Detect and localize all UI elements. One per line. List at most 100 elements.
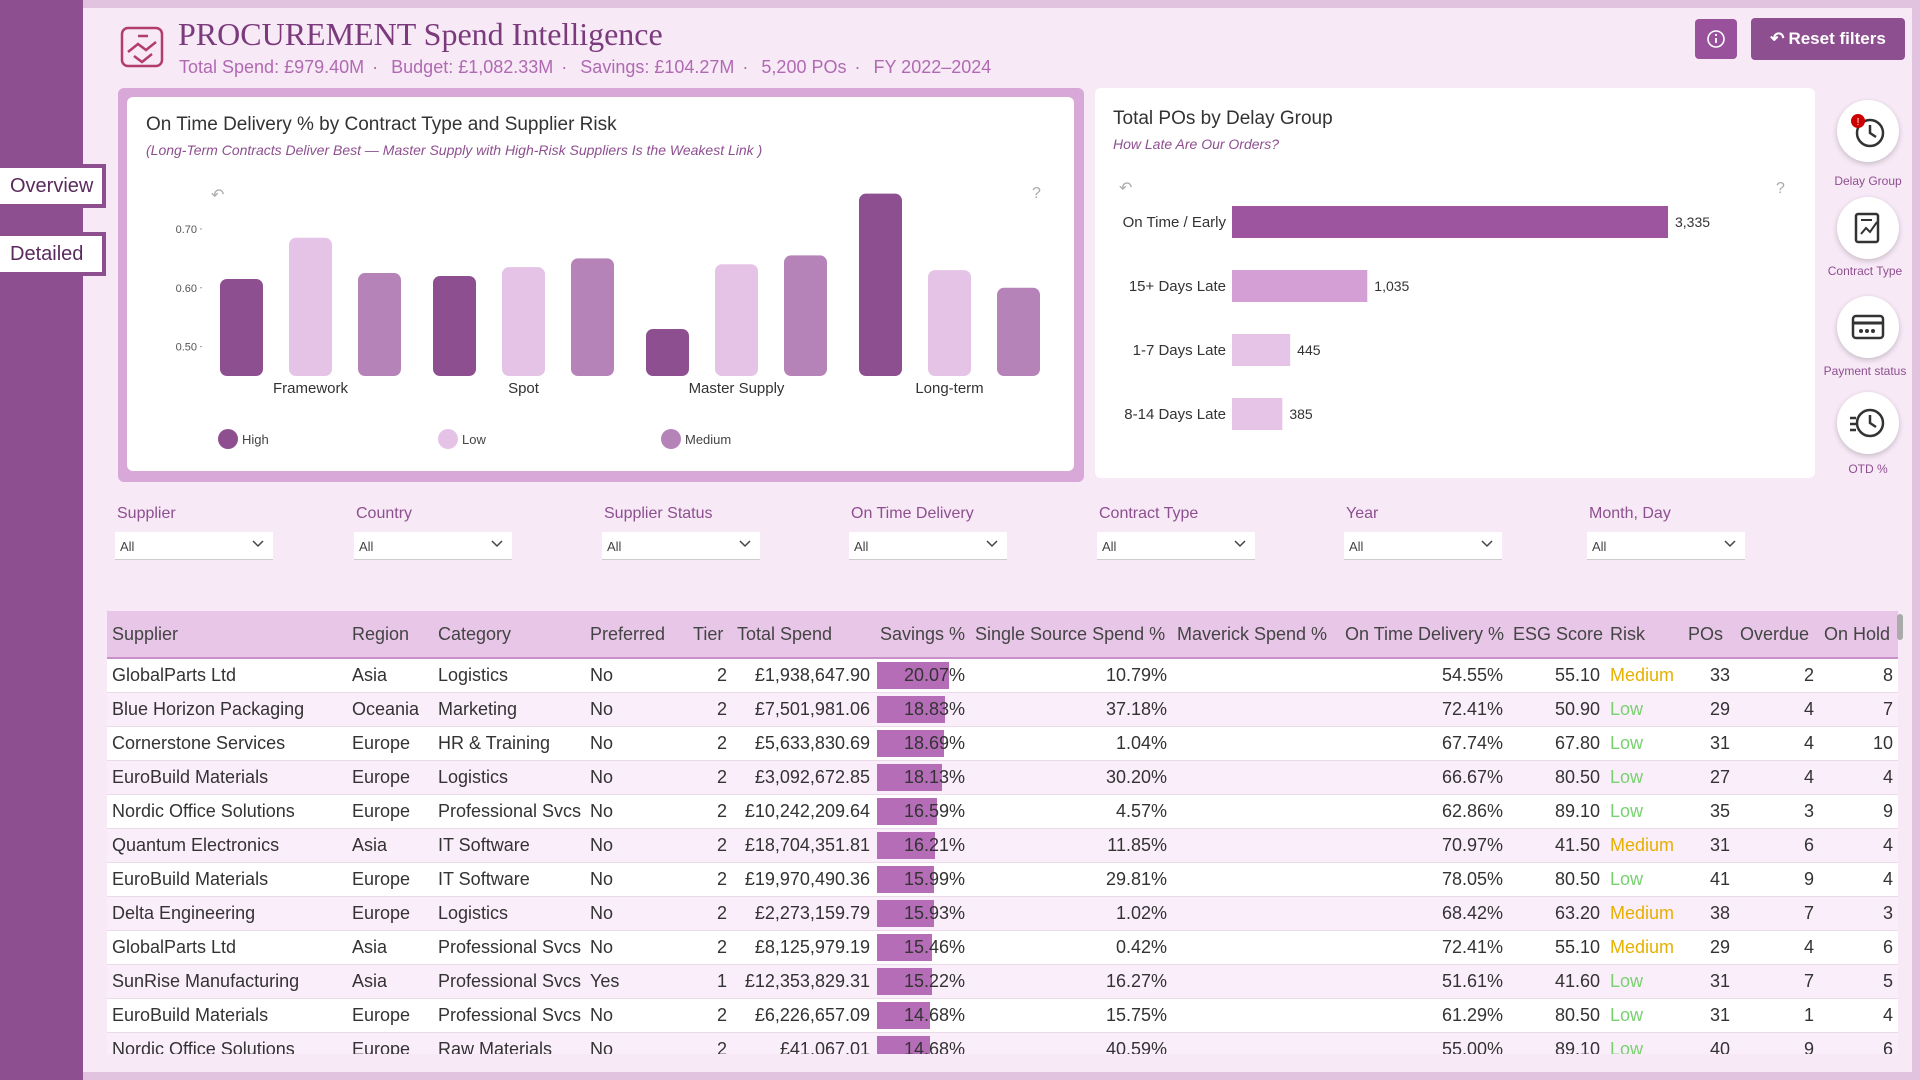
table-cell [1172,998,1340,1033]
table-cell [1172,828,1340,863]
table-cell: Professional Svcs [433,930,585,965]
bar-medium-framework [358,273,401,376]
table-row[interactable]: EuroBuild Materials Europe Professional Sv… [107,998,1898,1033]
rail-label-payment-status: Payment status [1823,364,1907,378]
table-row[interactable]: Blue Horizon Packaging Oceania Marketing No… [107,692,1898,727]
legend-label-high: High [242,432,269,447]
table-row[interactable]: EuroBuild Materials Europe Logistics No 2 £3,… [107,760,1898,795]
column-header-overdue[interactable]: Overdue [1735,611,1819,659]
table-cell: Asia [347,964,433,999]
bar-low-long-term [928,270,971,376]
drill-up-icon[interactable]: ↶ [1119,180,1133,197]
info-button[interactable] [1695,19,1737,59]
table-cell: 2 [1735,658,1819,693]
table-cell: 89.10 [1508,1032,1605,1054]
table-row[interactable]: GlobalParts Ltd Asia Professional Svcs No 2 £… [107,930,1898,965]
delay-bar-chart: On Time / Early 3,335 15+ Days Late 1,035 1-… [1123,206,1710,430]
table-cell: 2 [688,998,732,1033]
savings-bar [877,729,944,757]
table-row[interactable]: Nordic Office Solutions Europe Raw Materia… [107,1032,1898,1054]
undo-arrow-icon: ↶ [1770,29,1785,48]
bar-low-spot [502,267,545,376]
payment-card-icon[interactable] [1837,296,1899,358]
column-header-region[interactable]: Region [347,611,433,659]
table-row[interactable]: Delta Engineering Europe Logistics No 2 £2,27… [107,896,1898,931]
page-title: PROCUREMENT Spend Intelligence [178,16,663,52]
column-header-tier[interactable]: Tier [688,611,732,659]
table-row[interactable]: EuroBuild Materials Europe IT Software No 2 £… [107,862,1898,897]
table-row[interactable]: Nordic Office Solutions Europe Professiona… [107,794,1898,829]
slicer-on-time-delivery[interactable]: All [849,532,1007,560]
table-cell: 1.02% [970,896,1172,931]
slicer-supplier[interactable]: All [115,532,273,560]
column-header-total-spend[interactable]: Total Spend [732,611,875,659]
nav-detailed-button[interactable]: Detailed [0,232,106,276]
bar-high-long-term [859,193,902,376]
table-cell: No [585,760,688,795]
table-cell: Cornerstone Services [107,726,347,761]
table-scrollbar[interactable] [1897,614,1903,640]
savings-value: 15.46% [903,936,965,957]
bar-15-days-late [1232,270,1368,302]
contract-icon[interactable] [1837,197,1899,259]
column-header-on-hold[interactable]: On Hold [1819,611,1898,659]
slicer-supplier-status[interactable]: All [602,532,760,560]
table-row[interactable]: Quantum Electronics Asia IT Software No 2 £18… [107,828,1898,863]
table-cell: 35 [1683,794,1735,829]
bar-1-7-days-late [1232,334,1291,366]
table-cell: 4 [1819,862,1898,897]
column-header-preferred[interactable]: Preferred [585,611,688,659]
table-cell: £19,970,490.36 [732,862,875,897]
table-row[interactable]: SunRise Manufacturing Asia Professional Sv… [107,964,1898,999]
table-cell: EuroBuild Materials [107,862,347,897]
help-icon[interactable]: ? [1032,185,1041,202]
column-header-supplier[interactable]: Supplier [107,611,347,659]
column-header-esg-score[interactable]: ESG Score [1508,611,1605,659]
nav-overview-button[interactable]: Overview [0,164,106,208]
table-cell: £2,273,159.79 [732,896,875,931]
reset-filters-button[interactable]: ↶ Reset filters [1751,18,1905,60]
slicer-label-on-time-delivery: On Time Delivery [851,505,974,522]
drill-up-icon[interactable]: ↶ [211,187,225,204]
table-cell: 31 [1683,964,1735,999]
column-header-maverick-spend[interactable]: Maverick Spend % [1172,611,1340,659]
bar-low-master-supply [715,264,758,376]
table-row[interactable]: GlobalParts Ltd Asia Logistics No 2 £1,938,64… [107,658,1898,693]
column-header-savings[interactable]: Savings % [875,611,970,659]
delay-clock-icon[interactable]: ! [1837,100,1899,162]
nav-rail [0,0,83,1080]
table-cell: 1 [1735,998,1819,1033]
slicer-contract-type[interactable]: All [1097,532,1255,560]
table-cell: No [585,726,688,761]
bar-on-time-early [1232,206,1668,238]
table-cell: 2 [688,726,732,761]
column-header-risk[interactable]: Risk [1605,611,1683,659]
slicer-contract-type-value: All [1102,539,1117,554]
column-header-pos[interactable]: POs [1683,611,1735,659]
table-cell: Delta Engineering [107,896,347,931]
slicer-country[interactable]: All [354,532,512,560]
savings-bar [877,899,934,927]
column-header-on-time-delivery[interactable]: On Time Delivery % [1340,611,1508,659]
savings-value: 14.68% [903,1004,965,1025]
savings-value: 16.59% [903,800,965,821]
table-cell: 55.10 [1508,658,1605,693]
savings-bar [877,763,942,791]
help-icon[interactable]: ? [1776,180,1785,197]
table-cell: 2 [688,862,732,897]
table-cell: 16.21% [875,828,970,863]
kpi-total-spend: Total Spend: £979.40M [179,57,365,77]
history-clock-icon[interactable] [1837,392,1899,454]
table-row[interactable]: Cornerstone Services Europe HR & Training N… [107,726,1898,761]
slicer-supplier-value: All [120,539,135,554]
otd-chart-card: On Time Delivery % by Contract Type and … [127,97,1074,471]
slicer-month-day[interactable]: All [1587,532,1745,560]
table-cell: 2 [688,794,732,829]
table-cell: EuroBuild Materials [107,998,347,1033]
column-header-category[interactable]: Category [433,611,585,659]
column-header-single-source-spend[interactable]: Single Source Spend % [970,611,1172,659]
x-category-label: Framework [273,380,349,397]
slicer-year[interactable]: All [1344,532,1502,560]
table-cell: 4 [1819,760,1898,795]
table-cell: 29.81% [970,862,1172,897]
